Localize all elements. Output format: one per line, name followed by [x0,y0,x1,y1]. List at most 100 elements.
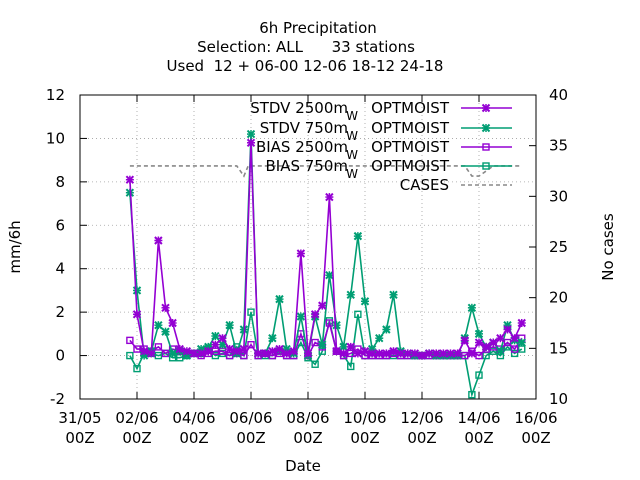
x-tick-label-hour: 00Z [407,429,436,447]
data-point-stdv2500 [310,310,320,319]
data-point-bias2500 [461,351,469,360]
y-tick-label: -2 [50,390,65,408]
legend-label-tail: OPTMOIST [371,119,450,137]
y2-tick-label: 20 [549,289,568,307]
y-tick-label: 6 [55,216,65,234]
data-point-stdv2500 [439,349,448,358]
data-point-bias750 [489,347,497,355]
data-point-stdv2500 [168,318,177,328]
y-tick-label: 4 [55,260,65,278]
data-point-stdv2500 [375,349,384,358]
data-point-stdv2500 [332,347,341,356]
data-point-stdv2500 [360,347,370,356]
y-tick-label: 0 [55,347,65,365]
y-tick-label: 8 [55,173,65,191]
data-point-stdv750 [225,320,234,330]
y-tick-label: 2 [55,303,65,321]
data-point-stdv2500 [132,310,142,319]
data-point-stdv750 [467,303,477,313]
data-point-bias2500 [311,338,319,347]
y2-tick-label: 25 [549,238,568,256]
legend-label-main: CASES [400,176,449,194]
data-point-stdv750 [268,333,277,343]
data-point-stdv2500 [268,347,277,356]
data-point-stdv2500 [275,344,284,354]
legend-marker [482,143,490,151]
data-point-stdv2500 [353,349,363,358]
data-point-stdv750 [161,327,170,336]
data-point-bias2500 [126,336,134,345]
data-point-bias2500 [161,349,170,358]
x-tick-label-hour: 00Z [179,429,208,447]
series-layer [125,129,526,399]
data-point-stdv2500 [503,325,512,334]
data-point-stdv2500 [282,349,291,358]
data-point-bias2500 [510,345,519,353]
y2-tick-label: 15 [549,339,568,357]
data-point-stdv750 [275,294,284,304]
data-point-stdv750 [382,325,391,334]
data-point-stdv750 [474,329,484,339]
data-point-stdv750 [296,312,306,321]
data-point-stdv2500 [382,349,391,358]
data-point-bias2500 [325,319,334,327]
data-point-stdv750 [496,347,505,356]
legend-label-subscript: W [346,109,358,123]
x-tick-label-date: 10/06 [343,409,386,427]
x-tick-label-date: 06/06 [229,409,272,427]
series-line-cases [129,165,522,178]
y-axis-ticks: -2 0 2 4 6 8 10 12 [46,86,87,408]
data-point-stdv750 [132,286,142,295]
data-point-stdv2500 [517,318,526,328]
data-point-stdv2500 [204,347,213,356]
legend-label-main: STDV 750m [260,119,348,137]
data-point-stdv2500 [147,349,156,358]
x-tick-label-date: 04/06 [172,409,215,427]
data-point-bias750 [347,362,355,371]
data-point-stdv2500 [253,349,263,358]
x-tick-label-date: 31/05 [58,409,101,427]
data-point-stdv2500 [154,236,163,245]
data-point-stdv750 [325,271,334,280]
data-point-stdv2500 [125,175,135,184]
data-point-stdv2500 [289,347,298,356]
data-point-stdv750 [154,320,163,330]
data-point-bias750 [133,364,141,373]
data-point-stdv2500 [467,349,477,358]
data-point-bias750 [126,351,134,360]
data-point-stdv2500 [161,303,170,313]
legend-label-main: STDV 2500m [250,99,348,117]
y-tick-label: 12 [46,86,65,104]
x-axis-label: Date [285,457,321,475]
x-tick-label-date: 16/06 [514,409,557,427]
data-point-bias750 [475,371,483,379]
data-point-stdv2500 [496,333,505,343]
x-tick-label-date: 12/06 [400,409,443,427]
y-axis-label: mm/6h [6,220,24,273]
data-point-stdv2500 [417,351,427,360]
series-cases [129,165,522,178]
legend-label-subscript: W [346,129,358,143]
data-point-bias2500 [475,351,483,360]
x-tick-label-date: 14/06 [457,409,500,427]
data-point-stdv2500 [139,347,149,356]
x-tick-label-hour: 00Z [521,429,550,447]
data-point-bias750 [510,349,519,358]
x-tick-label-hour: 00Z [350,429,379,447]
data-point-stdv2500 [246,138,256,147]
data-point-bias750 [468,390,476,399]
legend-entry-cases: CASES [400,176,512,194]
data-point-stdv2500 [403,349,412,358]
legend-label-tail: OPTMOIST [371,138,450,156]
data-point-stdv750 [389,290,398,299]
data-point-stdv750 [346,290,355,299]
data-point-stdv2500 [474,338,484,347]
data-point-stdv2500 [196,349,206,358]
legend-marker [481,103,491,113]
legend-label-main: BIAS 2500m [256,138,348,156]
data-point-stdv750 [332,320,341,330]
y2-tick-label: 40 [549,86,568,104]
